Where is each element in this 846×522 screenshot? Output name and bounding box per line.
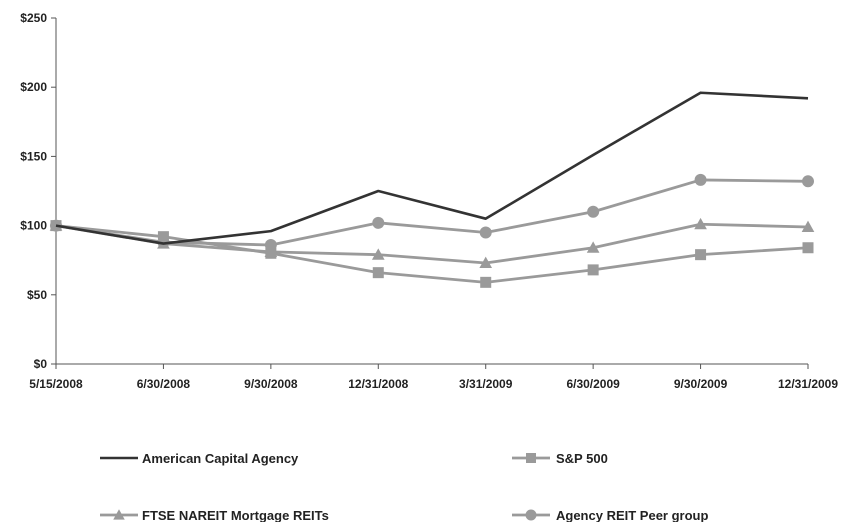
y-tick-label: $0 bbox=[34, 357, 48, 371]
legend-swatch-marker bbox=[113, 509, 125, 520]
x-tick-label: 3/31/2009 bbox=[459, 377, 513, 391]
data-point bbox=[157, 231, 169, 243]
legend-item: S&P 500 bbox=[512, 451, 608, 466]
legend-item: FTSE NAREIT Mortgage REITs bbox=[100, 508, 329, 522]
data-point bbox=[587, 264, 599, 276]
legend-label: S&P 500 bbox=[556, 451, 608, 466]
legend-label: FTSE NAREIT Mortgage REITs bbox=[142, 508, 329, 522]
legend-swatch-marker bbox=[526, 453, 536, 463]
legend-label: American Capital Agency bbox=[142, 451, 299, 466]
series-layer bbox=[49, 91, 815, 288]
y-tick-label: $200 bbox=[20, 80, 47, 94]
series-1 bbox=[50, 220, 814, 288]
x-tick-label: 9/30/2009 bbox=[674, 377, 728, 391]
data-point bbox=[587, 205, 600, 218]
series-0 bbox=[55, 91, 809, 245]
legend-item: Agency REIT Peer group bbox=[512, 508, 708, 522]
data-point bbox=[371, 248, 385, 260]
data-point bbox=[479, 256, 493, 269]
x-tick-label: 9/30/2008 bbox=[244, 377, 298, 391]
data-point bbox=[801, 220, 815, 233]
data-point bbox=[694, 173, 707, 186]
chart-axes: $0 $50 $100 $150 $200 $250 5/15/2008 6/30/2008 9… bbox=[20, 11, 838, 391]
x-tick-label: 6/30/2008 bbox=[137, 377, 191, 391]
data-point bbox=[372, 216, 385, 229]
x-tick-label: 12/31/2008 bbox=[348, 377, 408, 391]
data-point bbox=[694, 217, 707, 230]
y-tick-label: $100 bbox=[20, 219, 47, 233]
data-point bbox=[372, 267, 384, 279]
legend-label: Agency REIT Peer group bbox=[556, 508, 708, 522]
chart-legend: American Capital Agency S&P 500 FTSE NAREI… bbox=[100, 451, 708, 522]
y-tick-label: $50 bbox=[27, 288, 47, 302]
y-tick-label: $150 bbox=[20, 149, 47, 163]
data-point bbox=[802, 242, 814, 254]
legend-item: American Capital Agency bbox=[100, 451, 299, 466]
y-tick-label: $250 bbox=[20, 11, 47, 25]
x-tick-label: 12/31/2009 bbox=[778, 377, 838, 391]
x-tick-label: 5/15/2008 bbox=[29, 377, 83, 391]
data-point bbox=[479, 226, 492, 239]
legend-swatch-marker bbox=[525, 509, 537, 521]
data-point bbox=[802, 175, 814, 188]
series-line bbox=[55, 224, 809, 284]
series-line bbox=[55, 91, 809, 245]
series-line bbox=[55, 222, 809, 265]
x-tick-label: 6/30/2009 bbox=[566, 377, 620, 391]
data-point bbox=[586, 241, 600, 253]
data-point bbox=[265, 247, 277, 259]
data-point bbox=[695, 249, 707, 261]
data-point bbox=[480, 276, 492, 288]
